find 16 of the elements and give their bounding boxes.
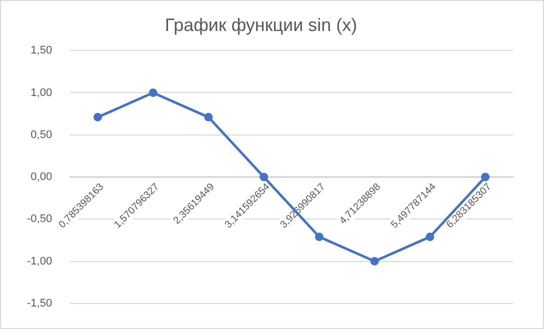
point — [260, 172, 268, 182]
point — [204, 112, 213, 122]
y-tick-label: 1,00 — [30, 86, 52, 99]
point — [426, 232, 434, 242]
point — [481, 172, 490, 182]
y-tick-label: 0,00 — [30, 171, 52, 184]
y-tick-label: 0,50 — [30, 128, 52, 141]
chart-title: График функции sin (x) — [164, 14, 358, 35]
y-tick-label: -0,50 — [26, 213, 52, 226]
point — [370, 257, 379, 266]
point — [94, 112, 102, 122]
y-tick-label: -1,00 — [26, 255, 52, 268]
point — [314, 232, 324, 242]
y-tick-label: 1,50 — [30, 44, 52, 57]
y-tick-label: -1,50 — [26, 297, 52, 310]
point — [148, 88, 158, 97]
